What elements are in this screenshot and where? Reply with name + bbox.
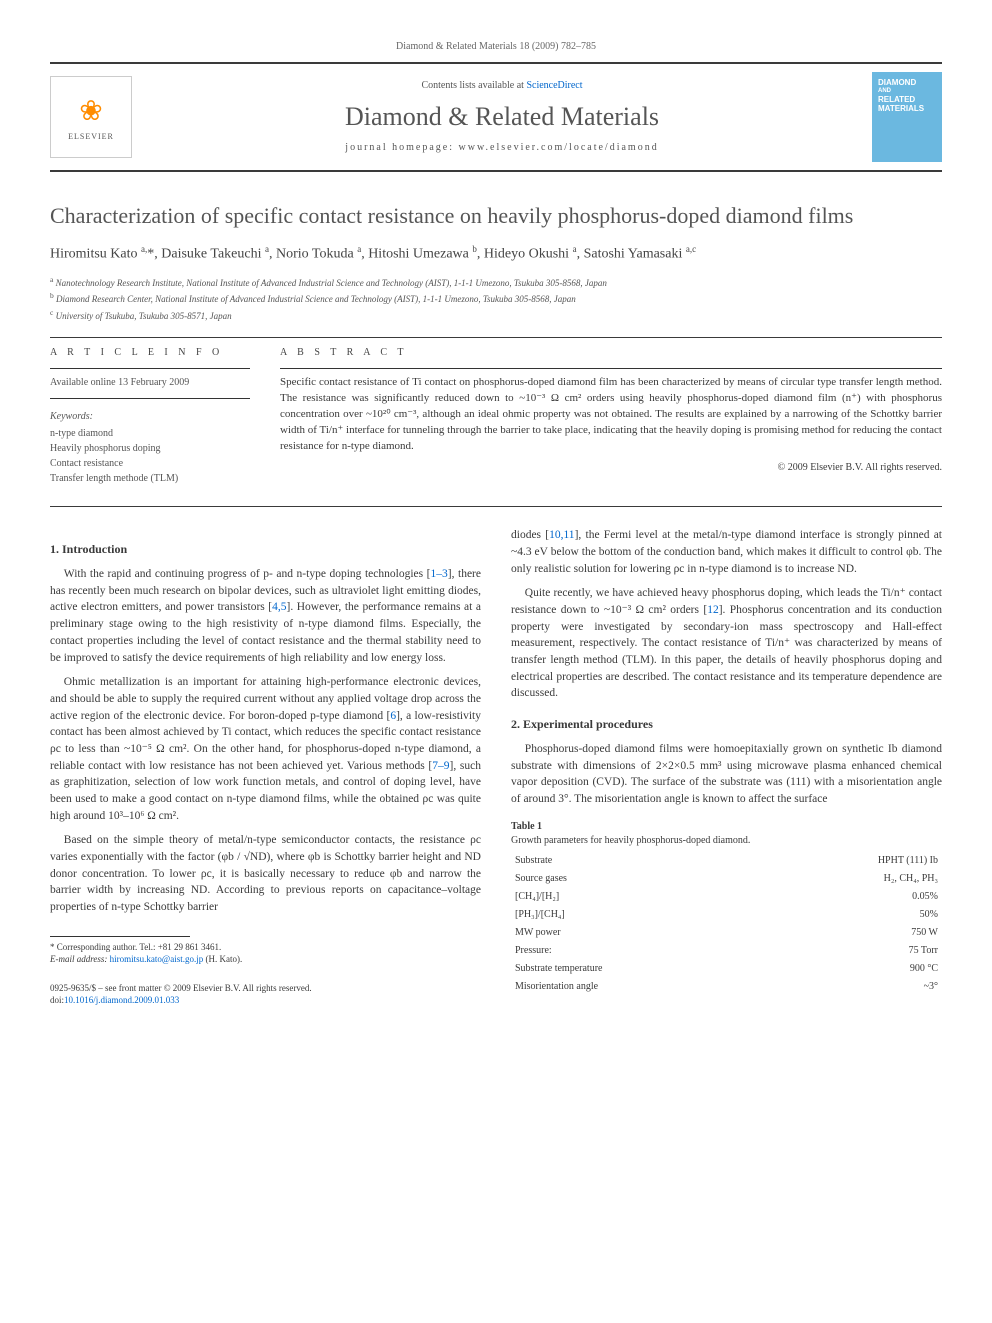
- email-label: E-mail address:: [50, 954, 110, 964]
- table-row: Source gasesH₂, CH₄, PH₃: [511, 870, 942, 888]
- journal-masthead: ❀ ELSEVIER Contents lists available at S…: [50, 62, 942, 172]
- footnote-rule: [50, 936, 190, 937]
- doi-link[interactable]: 10.1016/j.diamond.2009.01.033: [64, 995, 179, 1005]
- table-cell-value: 75 Torr: [762, 942, 942, 960]
- table-cell-param: Misorientation angle: [511, 978, 762, 996]
- table-row: SubstrateHPHT (111) Ib: [511, 852, 942, 870]
- citation-link[interactable]: 7–9: [432, 760, 449, 772]
- table-row: [CH₄]/[H₂]0.05%: [511, 888, 942, 906]
- article-title: Characterization of specific contact res…: [50, 202, 942, 231]
- s2-para-1: Phosphorus-doped diamond films were homo…: [511, 741, 942, 808]
- journal-name: Diamond & Related Materials: [132, 99, 872, 135]
- corresponding-author-note: * Corresponding author. Tel.: +81 29 861…: [50, 941, 481, 966]
- citation-link[interactable]: 4,5: [272, 601, 286, 613]
- right-column: diodes [10,11], the Fermi level at the m…: [511, 527, 942, 1007]
- table-cell-value: 0.05%: [762, 888, 942, 906]
- running-head: Diamond & Related Materials 18 (2009) 78…: [50, 40, 942, 54]
- affiliations: a Nanotechnology Research Institute, Nat…: [50, 274, 942, 324]
- cover-line1: DIAMOND: [878, 78, 936, 88]
- rule-below-abstract: [50, 506, 942, 507]
- table-1: SubstrateHPHT (111) IbSource gasesH₂, CH…: [511, 852, 942, 996]
- journal-cover-thumb: DIAMOND AND RELATED MATERIALS: [872, 72, 942, 162]
- available-online: Available online 13 February 2009: [50, 375, 250, 390]
- keyword-item: Heavily phosphorus doping: [50, 441, 250, 456]
- abstract-heading: A B S T R A C T: [280, 346, 942, 360]
- affiliation-line: a Nanotechnology Research Institute, Nat…: [50, 274, 942, 291]
- citation-link[interactable]: 6: [390, 710, 396, 722]
- email-line: E-mail address: hiromitsu.kato@aist.go.j…: [50, 953, 481, 966]
- table-1-caption-text: Growth parameters for heavily phosphorus…: [511, 835, 750, 846]
- keyword-item: Transfer length methode (TLM): [50, 471, 250, 486]
- abstract-block: A B S T R A C T Specific contact resista…: [280, 346, 942, 486]
- article-info-body: Available online 13 February 2009 Keywor…: [50, 368, 250, 486]
- keywords-label: Keywords:: [50, 409, 250, 424]
- abstract-text: Specific contact resistance of Ti contac…: [280, 368, 942, 455]
- keyword-item: Contact resistance: [50, 456, 250, 471]
- table-cell-param: [CH₄]/[H₂]: [511, 888, 762, 906]
- sciencedirect-link[interactable]: ScienceDirect: [526, 80, 582, 91]
- s1-para-3: Based on the simple theory of metal/n-ty…: [50, 832, 481, 915]
- affiliation-line: c University of Tsukuba, Tsukuba 305-857…: [50, 307, 942, 324]
- citation-link[interactable]: 12: [707, 604, 719, 616]
- cover-line3: MATERIALS: [878, 104, 936, 114]
- info-abstract-row: A R T I C L E I N F O Available online 1…: [50, 346, 942, 486]
- elsevier-tree-icon: ❀: [79, 92, 102, 131]
- body-two-column: 1. Introduction With the rapid and conti…: [50, 527, 942, 1007]
- publisher-label: ELSEVIER: [68, 131, 114, 142]
- table-cell-param: Source gases: [511, 870, 762, 888]
- homepage-url: www.elsevier.com/locate/diamond: [459, 142, 659, 153]
- table-cell-value: HPHT (111) Ib: [762, 852, 942, 870]
- doi-prefix: doi:: [50, 995, 64, 1005]
- table-row: [PH₃]/[CH₄]50%: [511, 906, 942, 924]
- homepage-prefix: journal homepage:: [345, 142, 458, 153]
- doi-line: doi:10.1016/j.diamond.2009.01.033: [50, 994, 481, 1007]
- corr-author-line: * Corresponding author. Tel.: +81 29 861…: [50, 941, 481, 954]
- table-row: Substrate temperature900 °C: [511, 960, 942, 978]
- front-matter-block: 0925-9635/$ – see front matter © 2009 El…: [50, 982, 481, 1007]
- section-1-heading: 1. Introduction: [50, 541, 481, 558]
- email-suffix: (H. Kato).: [203, 954, 242, 964]
- front-matter-line: 0925-9635/$ – see front matter © 2009 El…: [50, 982, 481, 995]
- masthead-center: Contents lists available at ScienceDirec…: [132, 79, 872, 155]
- table-cell-value: ~3°: [762, 978, 942, 996]
- cover-line2: RELATED: [878, 95, 936, 105]
- cover-and: AND: [878, 88, 936, 95]
- journal-homepage-line: journal homepage: www.elsevier.com/locat…: [132, 141, 872, 155]
- table-cell-param: MW power: [511, 924, 762, 942]
- article-info-heading: A R T I C L E I N F O: [50, 346, 250, 360]
- table-cell-value: 900 °C: [762, 960, 942, 978]
- table-cell-param: Pressure:: [511, 942, 762, 960]
- contents-available-line: Contents lists available at ScienceDirec…: [132, 79, 872, 93]
- table-cell-value: H₂, CH₄, PH₃: [762, 870, 942, 888]
- publisher-logo: ❀ ELSEVIER: [50, 76, 132, 158]
- table-cell-value: 750 W: [762, 924, 942, 942]
- email-link[interactable]: hiromitsu.kato@aist.go.jp: [110, 954, 204, 964]
- s1-para-1: With the rapid and continuing progress o…: [50, 566, 481, 666]
- keyword-item: n-type diamond: [50, 426, 250, 441]
- s1-para-2: Ohmic metallization is an important for …: [50, 674, 481, 824]
- info-divider: [50, 398, 250, 399]
- affiliation-line: b Diamond Research Center, National Inst…: [50, 290, 942, 307]
- left-column: 1. Introduction With the rapid and conti…: [50, 527, 481, 1007]
- table-cell-param: Substrate: [511, 852, 762, 870]
- citation-link[interactable]: 10,11: [549, 529, 574, 541]
- author-list: Hiromitsu Kato a,*, Daisuke Takeuchi a, …: [50, 243, 942, 264]
- table-cell-value: 50%: [762, 906, 942, 924]
- abstract-copyright: © 2009 Elsevier B.V. All rights reserved…: [280, 461, 942, 475]
- table-row: Misorientation angle~3°: [511, 978, 942, 996]
- table-1-caption: Table 1 Growth parameters for heavily ph…: [511, 820, 942, 848]
- section-2-heading: 2. Experimental procedures: [511, 716, 942, 733]
- table-1-label: Table 1: [511, 821, 542, 832]
- table-row: Pressure:75 Torr: [511, 942, 942, 960]
- table-cell-param: Substrate temperature: [511, 960, 762, 978]
- s1-para-5: Quite recently, we have achieved heavy p…: [511, 585, 942, 702]
- article-info-block: A R T I C L E I N F O Available online 1…: [50, 346, 250, 486]
- contents-prefix: Contents lists available at: [421, 80, 526, 91]
- table-row: MW power750 W: [511, 924, 942, 942]
- rule-above-abstract: [50, 337, 942, 338]
- table-cell-param: [PH₃]/[CH₄]: [511, 906, 762, 924]
- keywords-list: n-type diamondHeavily phosphorus dopingC…: [50, 426, 250, 486]
- citation-link[interactable]: 1–3: [431, 568, 448, 580]
- s1-para-4: diodes [10,11], the Fermi level at the m…: [511, 527, 942, 577]
